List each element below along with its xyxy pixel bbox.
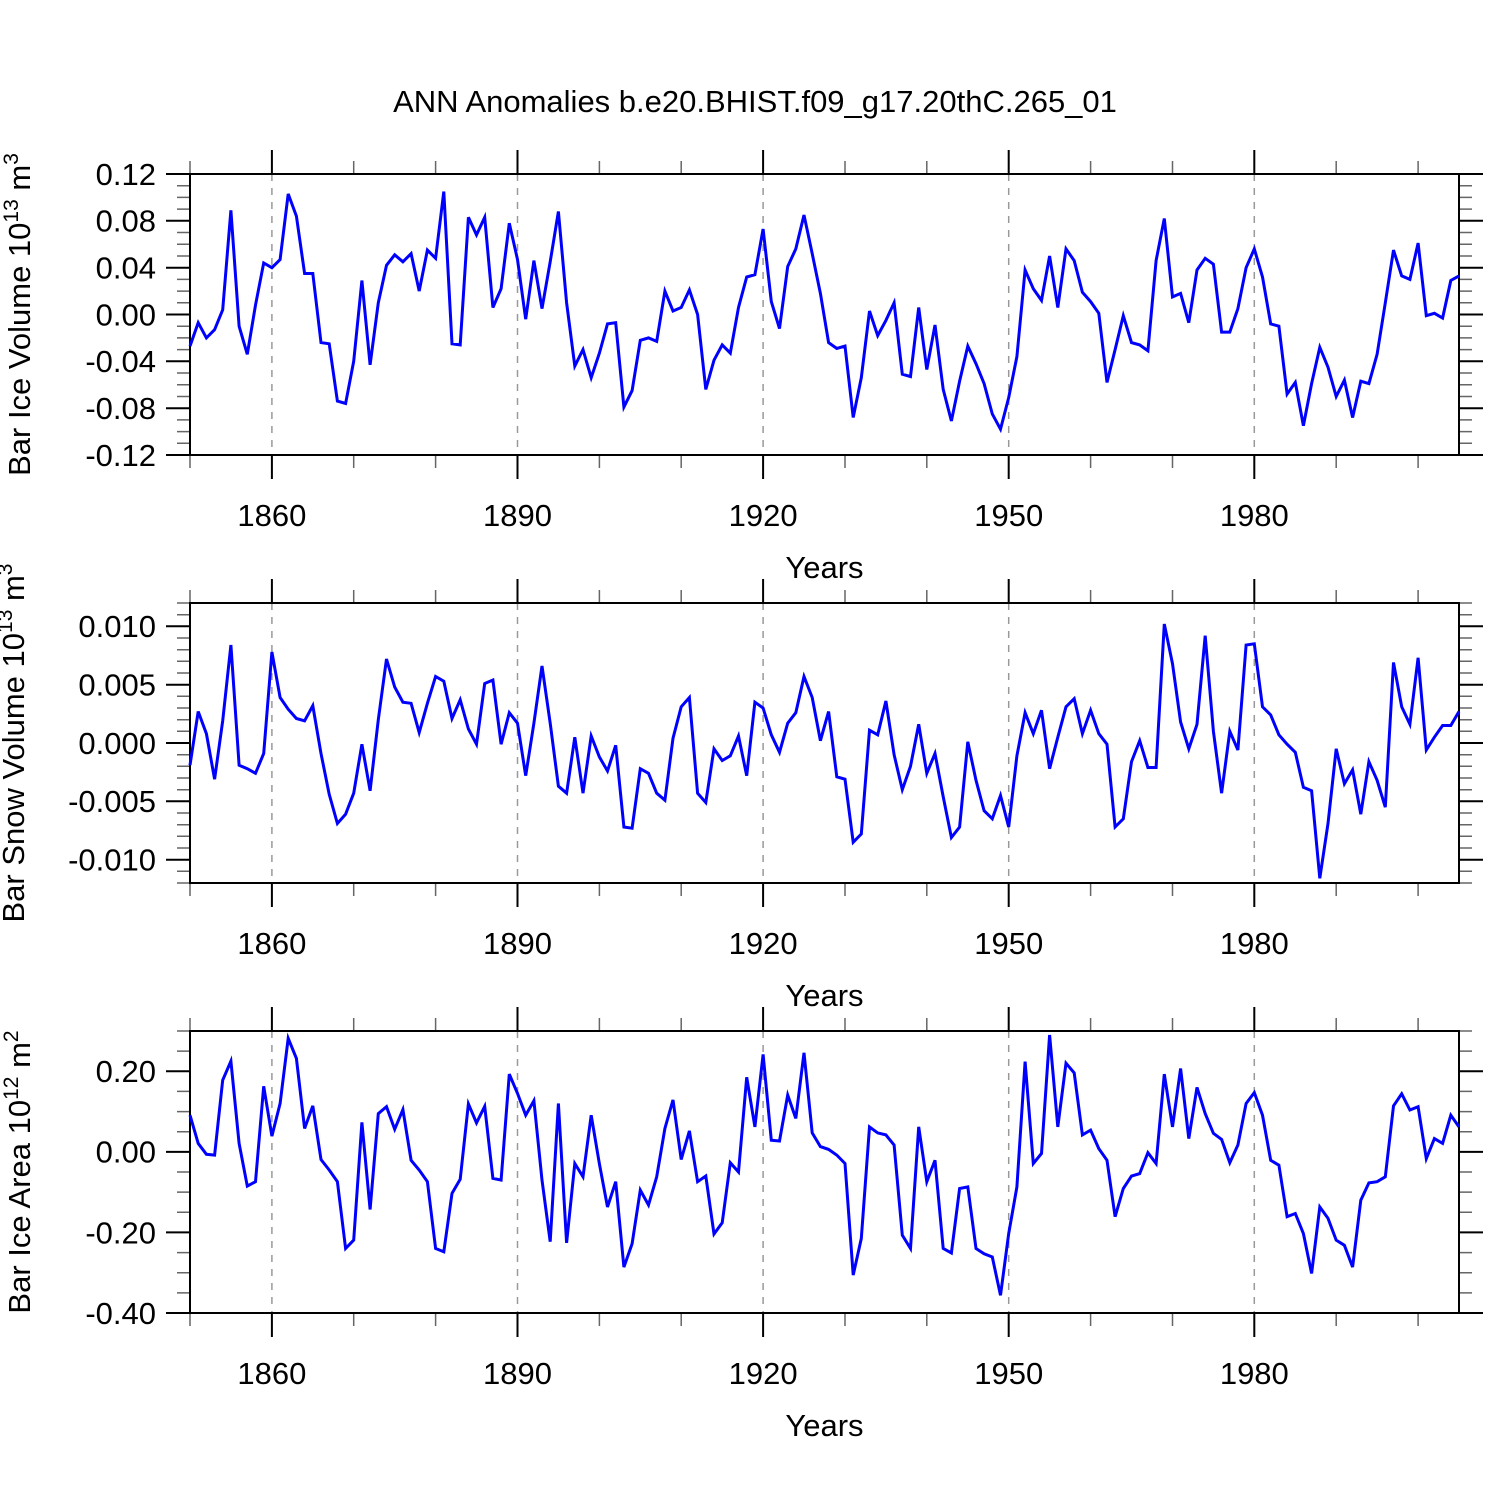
x-tick-label: 1980 — [1220, 1356, 1289, 1391]
x-tick-label: 1920 — [729, 926, 798, 961]
x-tick-label: 1890 — [483, 498, 552, 533]
minor-ticks — [177, 590, 1472, 896]
y-tick-label: 0.00 — [96, 1135, 156, 1170]
plot-frame — [189, 602, 1460, 884]
y-tick-label: 0.005 — [78, 668, 156, 703]
x-tick-label: 1860 — [237, 1356, 306, 1391]
y-tick-label: -0.20 — [85, 1215, 156, 1250]
minor-ticks — [177, 1018, 1472, 1326]
bar-ice-area-line — [188, 1032, 1461, 1296]
y-tick-label: 0.000 — [78, 726, 156, 761]
gridlines — [271, 174, 1256, 455]
plot-frame — [189, 1030, 1460, 1314]
y-tick-label: 0.010 — [78, 609, 156, 644]
y-tick-label: 0.04 — [96, 251, 156, 286]
bar-snow-volume-line — [188, 623, 1461, 879]
x-tick-label: 1920 — [729, 498, 798, 533]
y-tick-label: -0.08 — [85, 391, 156, 426]
x-tick-label: 1860 — [237, 498, 306, 533]
plot-title: ANN Anomalies b.e20.BHIST.f09_g17.20thC.… — [393, 84, 1117, 119]
x-tick-label: 1980 — [1220, 498, 1289, 533]
x-axis-title: Years — [785, 550, 863, 585]
x-tick-label: 1860 — [237, 926, 306, 961]
x-tick-label: 1980 — [1220, 926, 1289, 961]
x-tick-label: 1950 — [974, 498, 1043, 533]
major-ticks — [166, 150, 1483, 479]
y-tick-label: 0.00 — [96, 297, 156, 332]
x-tick-label: 1950 — [974, 926, 1043, 961]
y-tick-label: 0.08 — [96, 204, 156, 239]
y-tick-label: -0.005 — [68, 784, 156, 819]
x-tick-label: 1950 — [974, 1356, 1043, 1391]
major-ticks — [166, 579, 1483, 907]
gridlines — [271, 603, 1256, 883]
major-ticks — [166, 1007, 1483, 1337]
bar-ice-volume-line — [188, 191, 1460, 434]
x-tick-label: 1920 — [729, 1356, 798, 1391]
minor-ticks — [177, 161, 1472, 468]
y-tick-label: 0.20 — [96, 1054, 156, 1089]
y-tick-label: -0.12 — [85, 438, 156, 473]
x-axis-title: Years — [785, 1408, 863, 1443]
y-axis-title: Bar Ice Volume 1013 m3 — [0, 153, 37, 476]
plot-frame — [189, 173, 1460, 456]
x-tick-label: 1890 — [483, 1356, 552, 1391]
x-tick-label: 1890 — [483, 926, 552, 961]
x-axis-title: Years — [785, 978, 863, 1013]
y-axis-title: Bar Ice Area 1012 m2 — [0, 1030, 37, 1313]
y-axis-title: Bar Snow Volume 1013 m3 — [0, 564, 31, 923]
gridlines — [271, 1031, 1256, 1313]
y-tick-label: 0.12 — [96, 157, 156, 192]
y-tick-label: -0.40 — [85, 1296, 156, 1331]
y-tick-label: -0.010 — [68, 843, 156, 878]
y-tick-label: -0.04 — [85, 344, 156, 379]
